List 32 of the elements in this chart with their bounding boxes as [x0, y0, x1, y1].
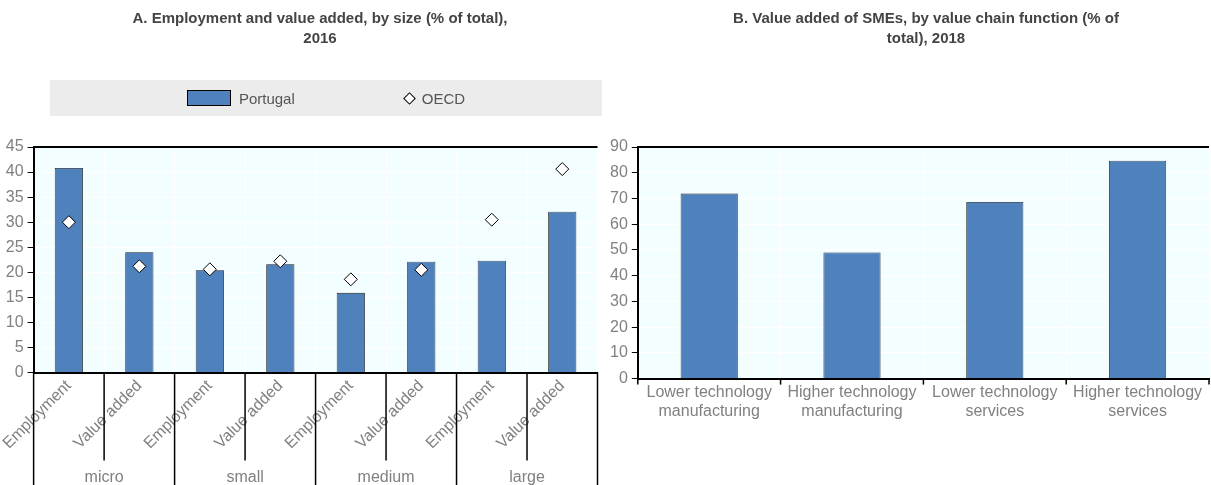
y-tick-label: 10: [610, 343, 628, 361]
y-tick-label: 20: [5, 262, 24, 280]
y-tick-label: 25: [5, 237, 24, 255]
text: micro: [84, 467, 124, 485]
y-tick-label: 60: [610, 214, 628, 232]
y-tick-label: 30: [5, 212, 24, 230]
y-tick-label: 40: [5, 162, 24, 180]
y-tick-label: 30: [610, 291, 628, 309]
y-tick-label: 40: [610, 266, 628, 284]
y-tick-label: 70: [610, 188, 628, 206]
chart-title: B. Value added of SMEs, by value chain function (% of total), 2018: [732, 8, 1120, 48]
y-tick-label: 10: [5, 312, 24, 330]
text: medium: [357, 467, 415, 485]
legend-label: Portugal: [238, 89, 295, 107]
y-tick-label: 50: [610, 240, 628, 258]
chart-title: A. Employment and value added, by size (% of total), 2016: [131, 8, 509, 48]
text: large: [509, 467, 545, 485]
y-tick-label: 45: [5, 137, 24, 155]
x-tick-label: Higher technology services: [1073, 382, 1203, 419]
y-tick-label: 20: [610, 317, 628, 335]
y-tick-label: 5: [14, 337, 24, 355]
x-tick-label: Higher technology manufacturing: [787, 382, 917, 419]
y-tick-label: 80: [610, 163, 628, 181]
y-tick-label: 0: [14, 362, 24, 380]
legend-label: OECD: [421, 89, 466, 107]
x-tick-label: Lower technology manufacturing: [646, 382, 772, 419]
y-tick-label: 90: [610, 137, 628, 155]
y-tick-label: 35: [5, 187, 24, 205]
y-tick-label: 15: [5, 287, 24, 305]
text: small: [226, 467, 264, 485]
y-tick-label: 0: [618, 369, 628, 387]
x-tick-label: Lower technology services: [932, 382, 1058, 419]
